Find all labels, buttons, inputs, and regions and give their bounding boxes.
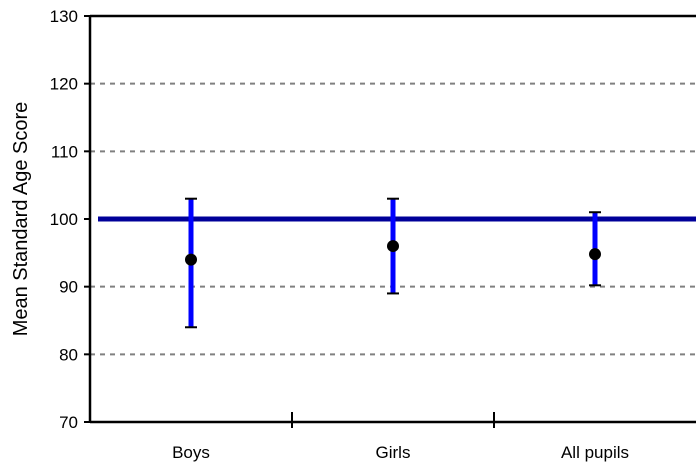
y-ticks: 70 80 90 100 110 120 130 (50, 7, 90, 432)
data-point (387, 240, 399, 253)
x-category-label: Boys (172, 443, 210, 462)
data-point (185, 253, 197, 266)
y-tick-label: 70 (59, 413, 78, 432)
y-tick-label: 130 (50, 7, 78, 26)
y-axis-title: Mean Standard Age Score (10, 102, 32, 337)
x-category-label: All pupils (561, 443, 629, 462)
y-tick-label: 110 (51, 142, 78, 161)
y-tick-label: 90 (59, 278, 78, 297)
y-tick-label: 80 (59, 345, 78, 364)
x-category-label: Girls (376, 443, 411, 462)
y-tick-label: 100 (50, 210, 78, 229)
data-point (589, 248, 601, 261)
data-points (185, 240, 601, 266)
gridlines (90, 14, 696, 356)
y-tick-label: 120 (50, 75, 78, 94)
x-ticks: Boys Girls All pupils (172, 412, 629, 462)
